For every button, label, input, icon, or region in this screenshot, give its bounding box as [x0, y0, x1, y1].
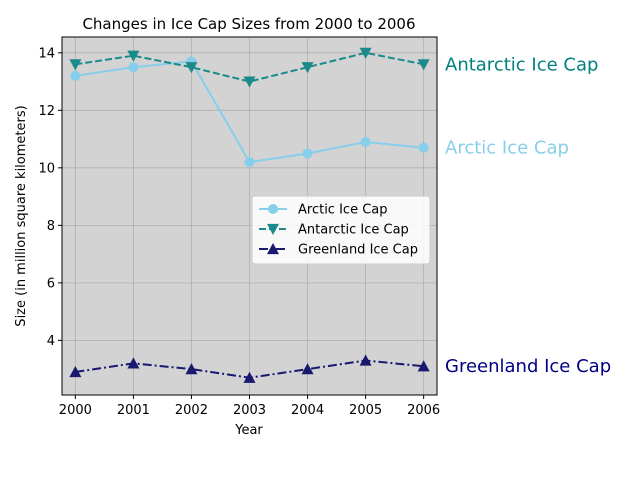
x-tick-label: 2001 — [117, 403, 150, 418]
y-axis-ticks: 4 6 8 10 12 14 — [38, 46, 62, 349]
x-tick-label: 2004 — [291, 403, 324, 418]
series-layer — [69, 47, 430, 383]
data-point-arctic-ice-cap — [70, 70, 81, 81]
legend-box — [251, 195, 431, 265]
x-tick-label: 2005 — [349, 403, 382, 418]
x-tick-label: 2002 — [175, 403, 208, 418]
data-point-antarctic-ice-cap — [185, 62, 198, 74]
x-axis-ticks: 2000 2001 2002 2003 2004 2005 2006 — [59, 395, 440, 418]
y-tick-label: 14 — [38, 46, 55, 61]
legend-label-arctic-ice-cap: Arctic Ice Cap — [298, 203, 388, 218]
x-tick-label: 2006 — [407, 403, 440, 418]
data-point-arctic-ice-cap — [128, 62, 139, 73]
y-tick-label: 10 — [38, 161, 55, 176]
data-point-arctic-ice-cap — [302, 148, 313, 159]
data-point-antarctic-ice-cap — [243, 76, 256, 88]
data-point-antarctic-ice-cap — [69, 59, 82, 71]
x-axis-label: Year — [234, 423, 263, 438]
data-point-greenland-ice-cap — [359, 354, 372, 366]
series-end-labels: Arctic Ice Cap Antarctic Ice Cap Greenland… — [445, 54, 611, 377]
data-point-antarctic-ice-cap — [301, 62, 314, 74]
legend: Arctic Ice Cap Antarctic Ice Cap Greenland… — [251, 195, 431, 265]
data-point-arctic-ice-cap — [360, 136, 371, 147]
data-point-greenland-ice-cap — [417, 360, 430, 372]
y-tick-label: 4 — [47, 334, 55, 349]
data-point-arctic-ice-cap — [418, 142, 429, 153]
data-point-arctic-ice-cap — [244, 157, 255, 168]
data-point-antarctic-ice-cap — [127, 50, 140, 62]
y-axis-label: Size (in million square kilometers) — [14, 105, 29, 326]
data-point-greenland-ice-cap — [301, 363, 314, 375]
y-tick-label: 8 — [47, 219, 55, 234]
data-point-antarctic-ice-cap — [359, 47, 372, 59]
data-point-greenland-ice-cap — [185, 363, 198, 375]
chart-title: Changes in Ice Cap Sizes from 2000 to 20… — [82, 15, 415, 33]
series-antarctic-ice-cap — [69, 47, 430, 88]
y-tick-label: 6 — [47, 276, 55, 291]
data-point-greenland-ice-cap — [69, 365, 82, 378]
data-point-greenland-ice-cap — [127, 357, 140, 369]
data-point-antarctic-ice-cap — [417, 59, 430, 71]
y-tick-label: 12 — [38, 104, 55, 119]
legend-label-greenland-ice-cap: Greenland Ice Cap — [298, 243, 418, 258]
legend-marker-antarctic-ice-cap — [267, 223, 279, 235]
legend-marker-arctic-ice-cap — [268, 204, 278, 214]
end-label-greenland-ice-cap: Greenland Ice Cap — [445, 356, 611, 377]
end-label-antarctic-ice-cap: Antarctic Ice Cap — [445, 54, 598, 75]
x-tick-label: 2000 — [59, 403, 92, 418]
legend-marker-greenland-ice-cap — [267, 243, 279, 255]
x-tick-label: 2003 — [233, 403, 266, 418]
end-label-arctic-ice-cap: Arctic Ice Cap — [445, 138, 569, 159]
series-greenland-ice-cap — [69, 354, 430, 383]
data-point-greenland-ice-cap — [243, 371, 256, 383]
legend-label-antarctic-ice-cap: Antarctic Ice Cap — [298, 223, 409, 238]
